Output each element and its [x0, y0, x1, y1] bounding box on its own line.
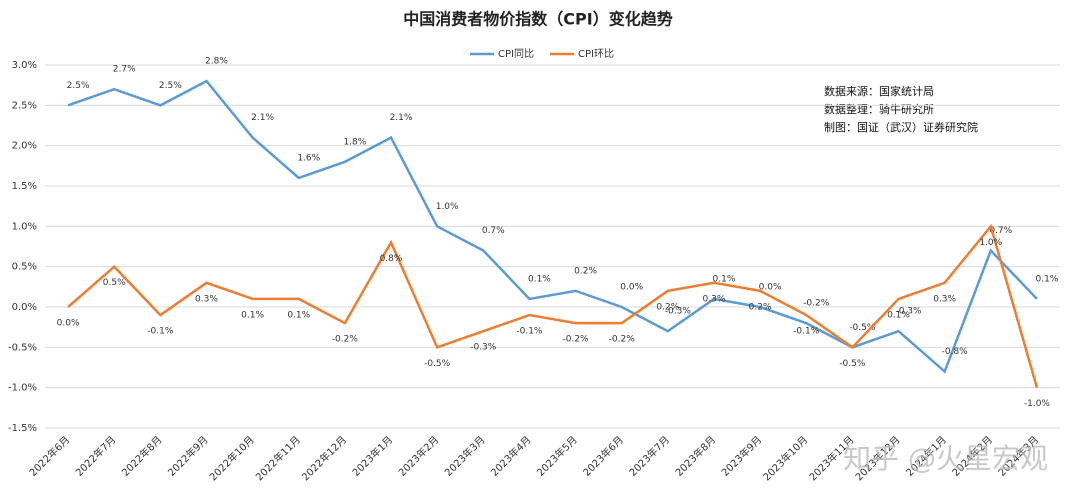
data-label: 0.8%: [380, 254, 403, 264]
data-label: 2.1%: [390, 113, 413, 123]
data-label: -0.1%: [793, 327, 820, 337]
data-label: 0.1%: [287, 310, 310, 320]
y-tick-label: 0.5%: [12, 262, 37, 273]
data-label: 2.8%: [205, 57, 228, 67]
y-tick-label: -1.0%: [8, 383, 37, 394]
data-label: -0.2%: [609, 335, 636, 345]
y-tick-label: -1.5%: [8, 423, 37, 434]
data-label: 0.1%: [713, 274, 736, 284]
data-label: 2.1%: [251, 113, 274, 123]
data-label: -0.1%: [147, 327, 174, 337]
data-label: 0.0%: [759, 283, 782, 293]
data-label: 0.1%: [241, 310, 264, 320]
data-label: 0.7%: [989, 226, 1012, 236]
data-label: 0.0%: [620, 283, 643, 293]
y-tick-label: 2.0%: [12, 141, 37, 152]
series-line: [67, 79, 1038, 374]
data-label: 0.2%: [749, 302, 772, 312]
legend-label: CPI同比: [498, 48, 534, 60]
data-label: 1.8%: [343, 137, 366, 147]
y-tick-label: -0.5%: [8, 342, 37, 353]
data-label: -0.3%: [665, 307, 692, 317]
annotation: 数据来源：国家统计局: [824, 84, 934, 98]
data-label: 0.2%: [656, 302, 679, 312]
data-label: 0.1%: [887, 310, 910, 320]
data-label: 0.3%: [933, 294, 956, 304]
data-label: 1.0%: [979, 238, 1002, 248]
data-label: -0.5%: [424, 359, 451, 369]
data-label: -0.2%: [563, 335, 590, 345]
annotation: 数据整理：骑牛研究所: [824, 102, 934, 116]
data-label: 0.7%: [482, 226, 505, 236]
data-label: 1.6%: [297, 153, 320, 163]
data-label: 2.5%: [67, 81, 90, 91]
data-label: -0.2%: [332, 335, 359, 345]
data-label: -0.8%: [942, 347, 969, 357]
data-label: -0.5%: [839, 359, 866, 369]
annotation: 制图：国证（武汉）证券研究院: [824, 120, 978, 134]
data-label: -0.3%: [895, 307, 922, 317]
data-label: 0.0%: [57, 319, 80, 329]
series-line: [67, 223, 1039, 389]
data-label: 0.1%: [528, 274, 551, 284]
y-tick-label: 2.5%: [12, 100, 37, 111]
data-label: 2.5%: [159, 81, 182, 91]
data-label: 0.3%: [195, 294, 218, 304]
legend-label: CPI环比: [578, 48, 614, 60]
chart-title: 中国消费者物价指数（CPI）变化趋势: [403, 10, 672, 29]
data-label: -1.0%: [1024, 399, 1051, 409]
data-label: 0.3%: [703, 294, 726, 304]
y-tick-label: 1.0%: [12, 221, 37, 232]
data-label: 0.2%: [574, 266, 597, 276]
y-tick-label: 0.0%: [12, 302, 37, 313]
data-label: 0.5%: [103, 278, 126, 288]
data-label: -0.2%: [803, 299, 830, 309]
data-label: 2.7%: [113, 65, 136, 75]
data-label: -0.3%: [470, 343, 497, 353]
y-tick-label: 3.0%: [12, 60, 37, 71]
watermark: 知乎 @火星宏观: [843, 442, 1048, 475]
data-label: 0.1%: [1035, 274, 1058, 284]
data-label: -0.1%: [516, 327, 543, 337]
data-label: 1.0%: [436, 202, 459, 212]
y-tick-label: 1.5%: [12, 181, 37, 192]
data-label: -0.5%: [849, 323, 876, 333]
